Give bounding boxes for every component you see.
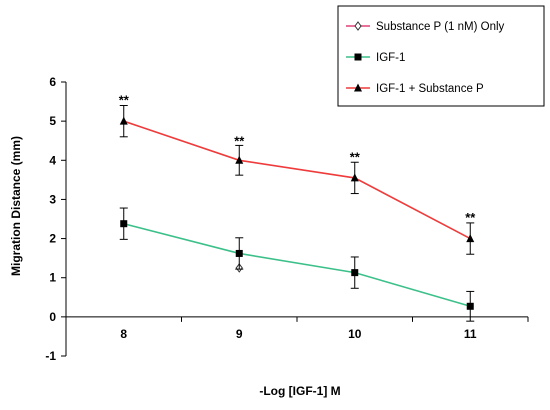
square-marker bbox=[354, 53, 362, 61]
y-axis-title: Migration Distance (mm) bbox=[9, 136, 23, 276]
y-tick-label: 3 bbox=[49, 192, 56, 206]
significance-marker: ** bbox=[350, 149, 361, 164]
significance-marker: ** bbox=[119, 93, 130, 108]
annotation-layer: ** ** ** ** bbox=[119, 93, 477, 225]
y-tick-label: 1 bbox=[49, 271, 56, 285]
series-1 bbox=[119, 207, 475, 322]
y-tick-label: 0 bbox=[49, 310, 56, 324]
series-layer bbox=[119, 104, 475, 322]
legend-label: IGF-1 bbox=[376, 52, 405, 64]
x-tick-label: 10 bbox=[348, 327, 362, 341]
series-2 bbox=[119, 104, 475, 255]
x-tick-label: 9 bbox=[236, 327, 243, 341]
legend-label: Substance P (1 nM) Only bbox=[376, 21, 505, 33]
triangle-marker bbox=[354, 83, 362, 92]
triangle-marker bbox=[350, 173, 359, 182]
y-tick-label: 5 bbox=[49, 114, 56, 128]
square-marker bbox=[351, 269, 359, 277]
triangle-marker bbox=[235, 155, 244, 164]
legend-label: IGF-1 + Substance P bbox=[376, 83, 484, 95]
x-tick-label: 11 bbox=[464, 327, 477, 341]
x-axis-title: -Log [IGF-1] M bbox=[259, 384, 340, 398]
significance-marker: ** bbox=[465, 210, 476, 225]
x-axis: 8 9 10 11 bbox=[65, 316, 529, 341]
series-line bbox=[123, 120, 471, 240]
x-tick-label: 8 bbox=[120, 327, 127, 341]
legend: Substance P (1 nM) Only IGF-1 IGF-1 + Subs… bbox=[337, 5, 545, 107]
y-tick-label: 2 bbox=[49, 232, 56, 246]
diamond-marker bbox=[354, 21, 362, 31]
square-marker bbox=[235, 249, 243, 257]
y-tick-label: 6 bbox=[49, 75, 56, 89]
significance-marker: ** bbox=[234, 134, 245, 149]
square-marker bbox=[120, 220, 128, 228]
legend-item: Substance P (1 nM) Only bbox=[346, 21, 505, 33]
legend-item: IGF-1 bbox=[346, 52, 405, 64]
legend-box bbox=[337, 5, 545, 107]
y-axis: -1 0 1 2 3 4 5 6 bbox=[45, 75, 67, 363]
triangle-marker bbox=[119, 116, 128, 125]
triangle-marker bbox=[466, 234, 475, 243]
legend-item: IGF-1 + Substance P bbox=[346, 83, 484, 95]
square-marker bbox=[466, 302, 474, 310]
y-tick-label: 4 bbox=[49, 153, 56, 167]
y-tick-label: -1 bbox=[45, 349, 56, 363]
series-line bbox=[123, 222, 471, 308]
